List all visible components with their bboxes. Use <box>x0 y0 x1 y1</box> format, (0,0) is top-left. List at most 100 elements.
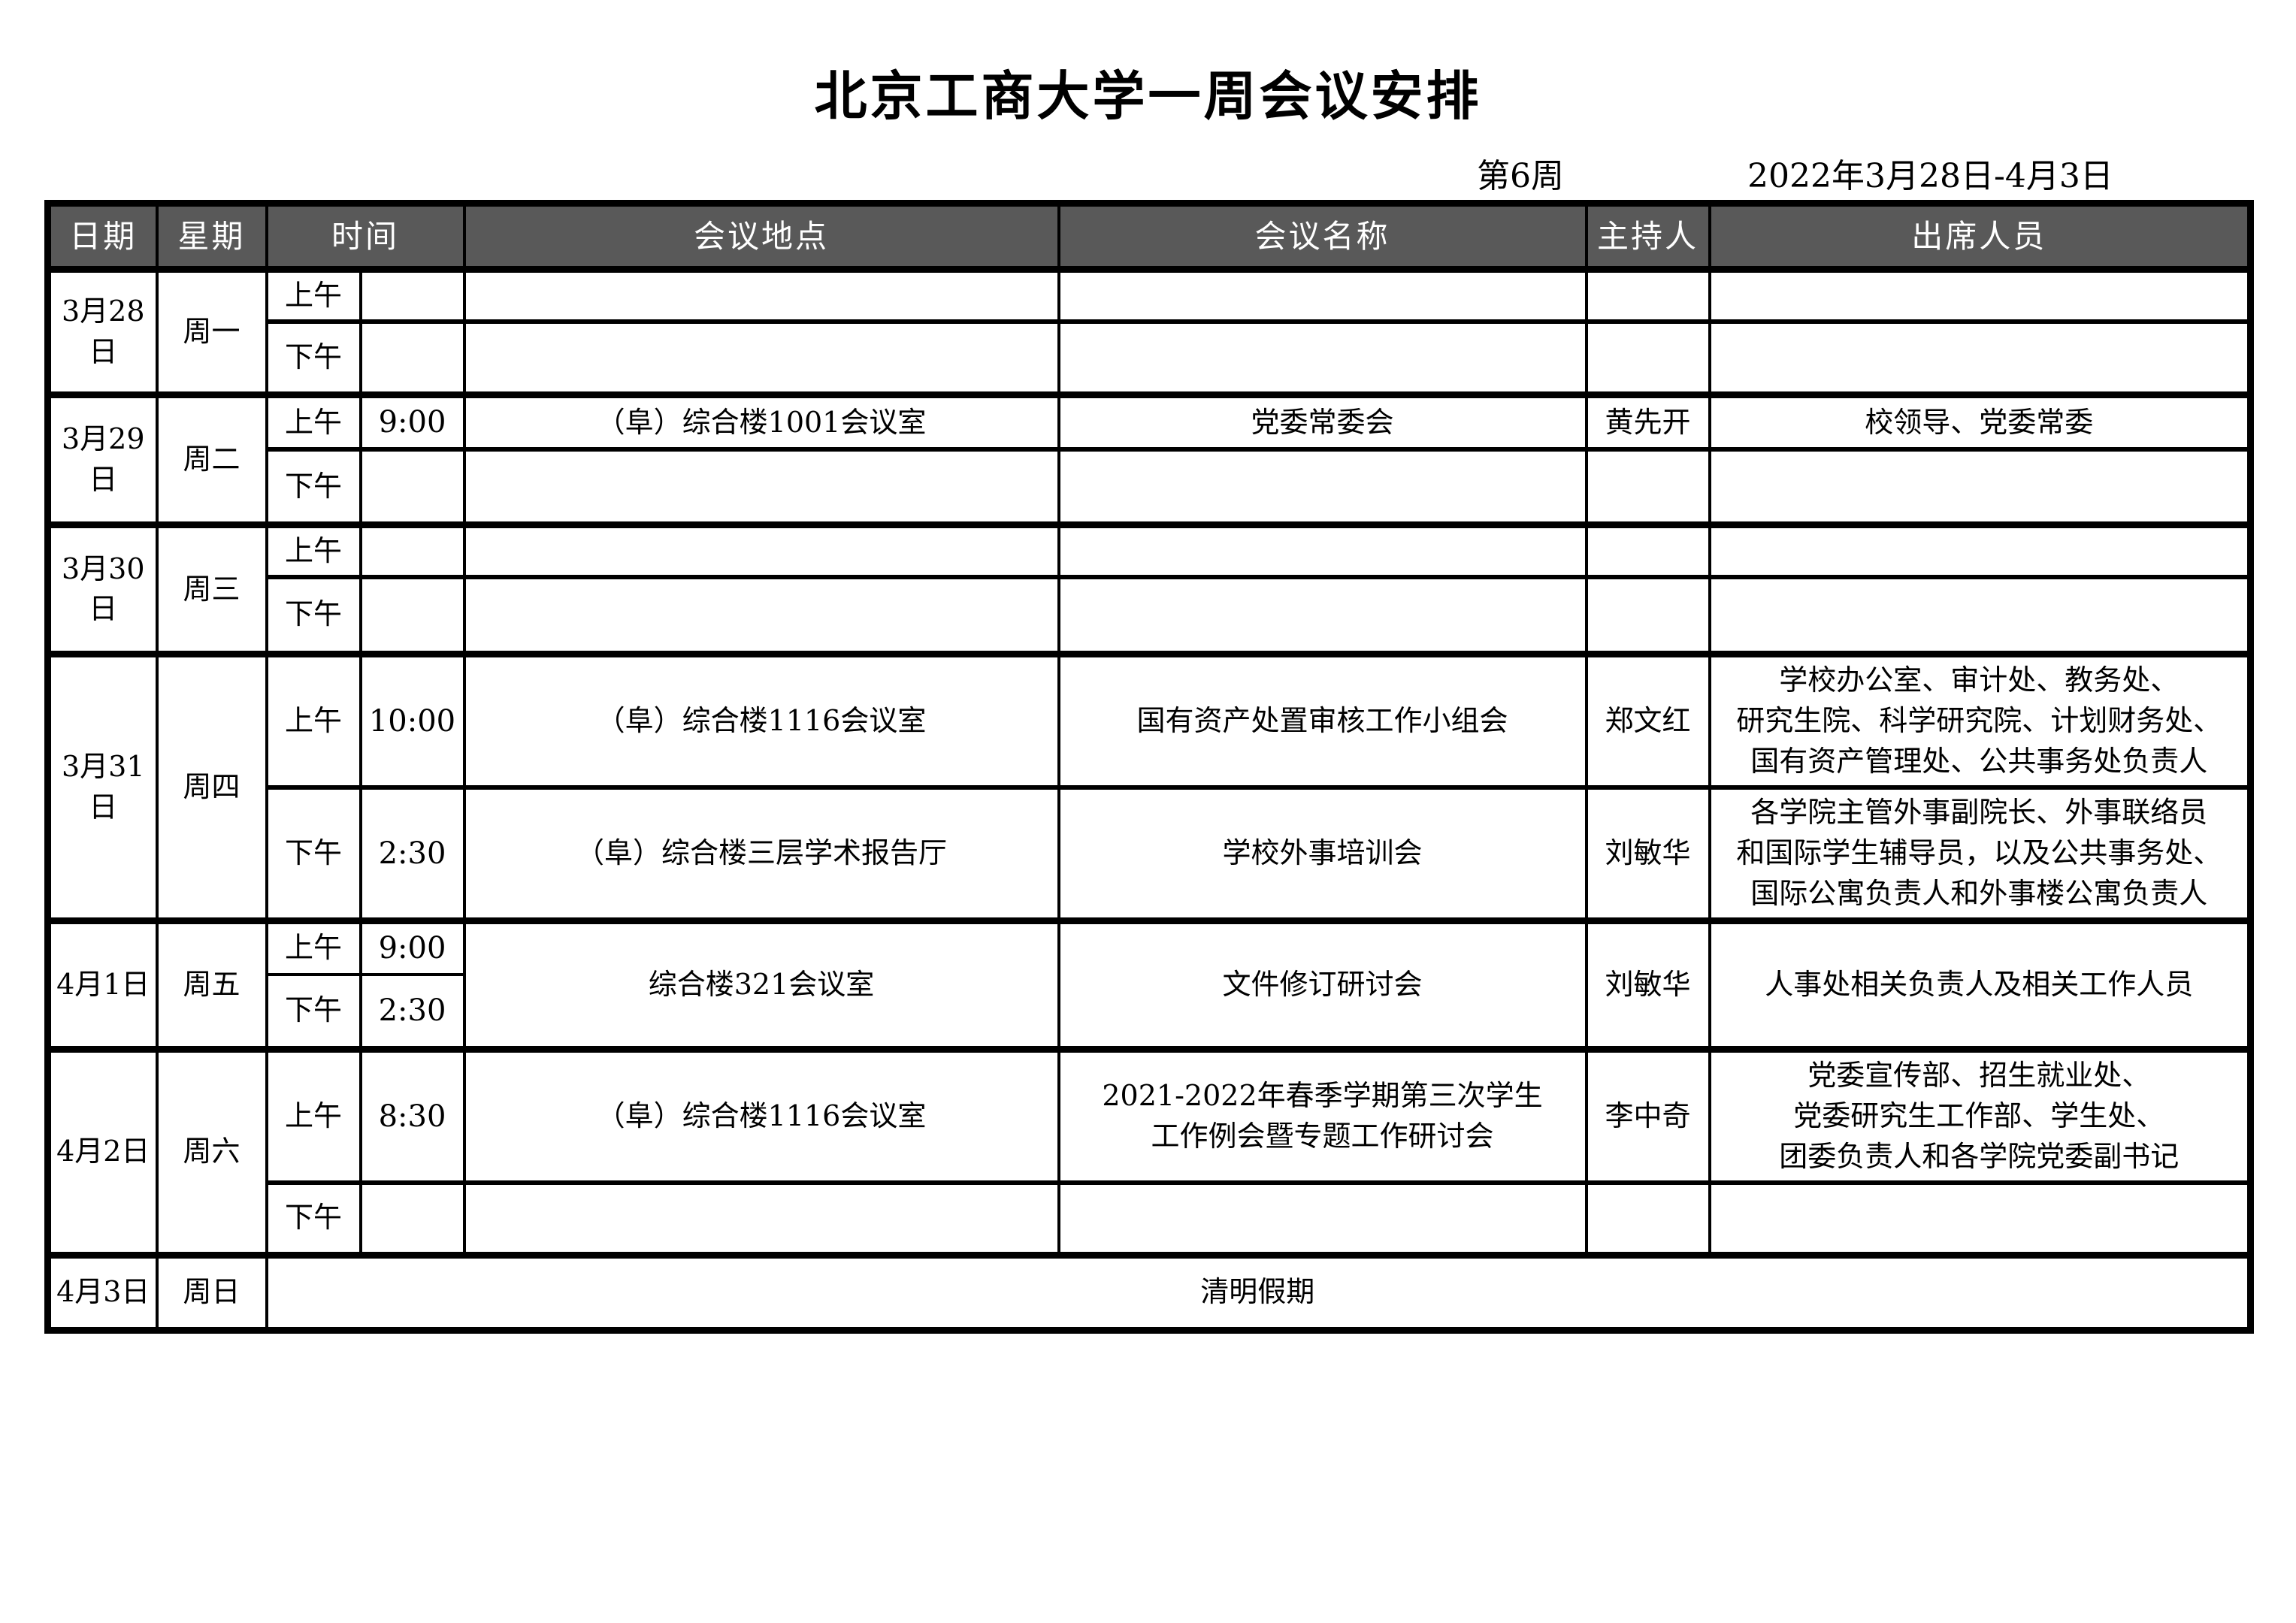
table-row: 3月29日 周二 上午 9:00 （阜）综合楼1001会议室 党委常委会 黄先开… <box>46 391 2252 527</box>
week-label: 第6周 <box>1477 157 1564 195</box>
date-cell: 3月29日 <box>46 391 159 527</box>
meeting-name-cell: 党委常委会 <box>1057 391 1588 452</box>
time-cell: 8:30 <box>358 1046 466 1185</box>
header-host: 主持人 <box>1584 201 1711 273</box>
table-row: 下午 2:30 （阜）综合楼三层学术报告厅 学校外事培训会 刘敏华 各学院主管外… <box>48 785 2252 923</box>
location-cell: （阜）综合楼1116会议室 <box>462 1046 1060 1185</box>
host-cell <box>1584 574 1711 656</box>
date-cell: 4月1日 <box>46 917 159 1051</box>
location-cell: （阜）综合楼1001会议室 <box>462 391 1060 452</box>
date-cell: 3月30日 <box>46 521 159 656</box>
table-row: 下午 2:30 <box>48 972 2251 1051</box>
meeting-name-cell: 文件修订研讨会 <box>1057 917 1588 1051</box>
am-cell: 上午 <box>265 391 362 452</box>
time-cell: 10:00 <box>358 651 466 790</box>
time-cell <box>358 319 466 397</box>
host-cell: 郑文红 <box>1584 651 1711 790</box>
location-cell <box>462 521 1060 579</box>
holiday-cell: 清明假期 <box>265 1251 2252 1332</box>
am-cell: 上午 <box>265 917 362 976</box>
header-row: 日期 星期 时间 会议地点 会议名称 主持人 出席人员 <box>46 201 2252 273</box>
table-row: 下午 <box>48 447 2252 527</box>
time-cell: 2:30 <box>358 972 466 1051</box>
attendees-cell <box>1708 447 2252 527</box>
date-cell: 3月28日 <box>46 265 159 397</box>
attendees-cell: 党委宣传部、招生就业处、 党委研究生工作部、学生处、 团委负责人和各学院党委副书… <box>1708 1046 2252 1185</box>
table-row: 下午 <box>48 574 2252 656</box>
attendees-cell <box>1708 574 2252 656</box>
weekday-cell: 周六 <box>155 1046 268 1257</box>
date-cell: 3月31日 <box>46 651 159 923</box>
host-cell <box>1584 1180 1711 1257</box>
location-cell: 综合楼321会议室 <box>462 917 1060 1051</box>
weekday-cell: 周三 <box>155 521 268 656</box>
meeting-name-cell <box>1057 447 1588 527</box>
host-cell: 李中奇 <box>1584 1046 1711 1185</box>
host-cell: 刘敏华 <box>1584 785 1711 923</box>
location-cell <box>462 265 1060 323</box>
am-cell: 上午 <box>265 1046 362 1185</box>
host-cell <box>1584 265 1711 323</box>
pm-cell: 下午 <box>265 1180 362 1257</box>
time-cell <box>358 521 466 579</box>
time-cell <box>358 447 466 527</box>
location-cell <box>462 447 1060 527</box>
time-cell: 9:00 <box>358 391 466 452</box>
attendees-cell: 校领导、党委常委 <box>1708 391 2252 452</box>
header-location: 会议地点 <box>462 201 1060 273</box>
location-cell: （阜）综合楼1116会议室 <box>462 651 1060 790</box>
location-cell <box>462 1180 1060 1257</box>
meeting-name-cell: 学校外事培训会 <box>1057 785 1588 923</box>
weekday-cell: 周四 <box>155 651 268 923</box>
attendees-cell <box>1708 265 2252 323</box>
header-meeting-name: 会议名称 <box>1057 201 1588 273</box>
page-title: 北京工商大学一周会议安排 <box>814 65 1482 127</box>
meeting-name-cell: 国有资产处置审核工作小组会 <box>1057 651 1588 790</box>
location-cell <box>462 574 1060 656</box>
attendees-cell <box>1708 1180 2252 1257</box>
date-range-label: 2022年3月28日-4月3日 <box>1747 157 2113 195</box>
attendees-cell <box>1708 319 2252 397</box>
time-cell <box>358 265 466 323</box>
header-attendees: 出席人员 <box>1708 201 2252 273</box>
am-cell: 上午 <box>265 265 362 323</box>
meeting-name-cell <box>1057 265 1588 323</box>
host-cell: 刘敏华 <box>1584 917 1711 1051</box>
table-row: 3月31日 周四 上午 10:00 （阜）综合楼1116会议室 国有资产处置审核… <box>46 651 2252 923</box>
schedule-table: 日期 星期 时间 会议地点 会议名称 主持人 出席人员 3月28日 周一 上午 … <box>44 200 2255 1334</box>
meeting-name-cell: 2021-2022年春季学期第三次学生 工作例会暨专题工作研讨会 <box>1057 1046 1588 1185</box>
pm-cell: 下午 <box>265 319 362 397</box>
weekday-cell: 周五 <box>155 917 268 1051</box>
date-cell: 4月3日 <box>46 1251 159 1332</box>
weekday-cell: 周一 <box>155 265 268 397</box>
time-cell: 2:30 <box>358 785 466 923</box>
attendees-cell: 学校办公室、审计处、教务处、 研究生院、科学研究院、计划财务处、 国有资产管理处… <box>1708 651 2252 790</box>
host-cell <box>1584 521 1711 579</box>
header-time: 时间 <box>265 201 466 273</box>
location-cell <box>462 319 1060 397</box>
table-row: 下午 <box>48 319 2252 397</box>
pm-cell: 下午 <box>265 447 362 527</box>
meeting-name-cell <box>1057 521 1588 579</box>
time-cell <box>358 574 466 656</box>
date-cell: 4月2日 <box>46 1046 159 1257</box>
attendees-cell: 人事处相关负责人及相关工作人员 <box>1708 917 2252 1051</box>
attendees-cell <box>1708 521 2252 579</box>
pm-cell: 下午 <box>265 574 362 656</box>
meeting-name-cell <box>1057 574 1588 656</box>
host-cell <box>1584 447 1711 527</box>
table-row: 3月30日 周三 上午 <box>46 521 2252 656</box>
table-row: 下午 <box>48 1180 2252 1257</box>
host-cell: 黄先开 <box>1584 391 1711 452</box>
header-date: 日期 <box>46 201 159 273</box>
table-row: 3月28日 周一 上午 <box>46 265 2252 397</box>
pm-cell: 下午 <box>265 972 362 1051</box>
am-cell: 上午 <box>265 521 362 579</box>
meeting-name-cell <box>1057 1180 1588 1257</box>
time-cell: 9:00 <box>358 917 466 976</box>
time-cell <box>358 1180 466 1257</box>
weekday-cell: 周日 <box>155 1251 268 1332</box>
table-row: 4月3日 周日 清明假期 <box>46 1251 2252 1332</box>
meeting-name-cell <box>1057 319 1588 397</box>
pm-cell: 下午 <box>265 785 362 923</box>
